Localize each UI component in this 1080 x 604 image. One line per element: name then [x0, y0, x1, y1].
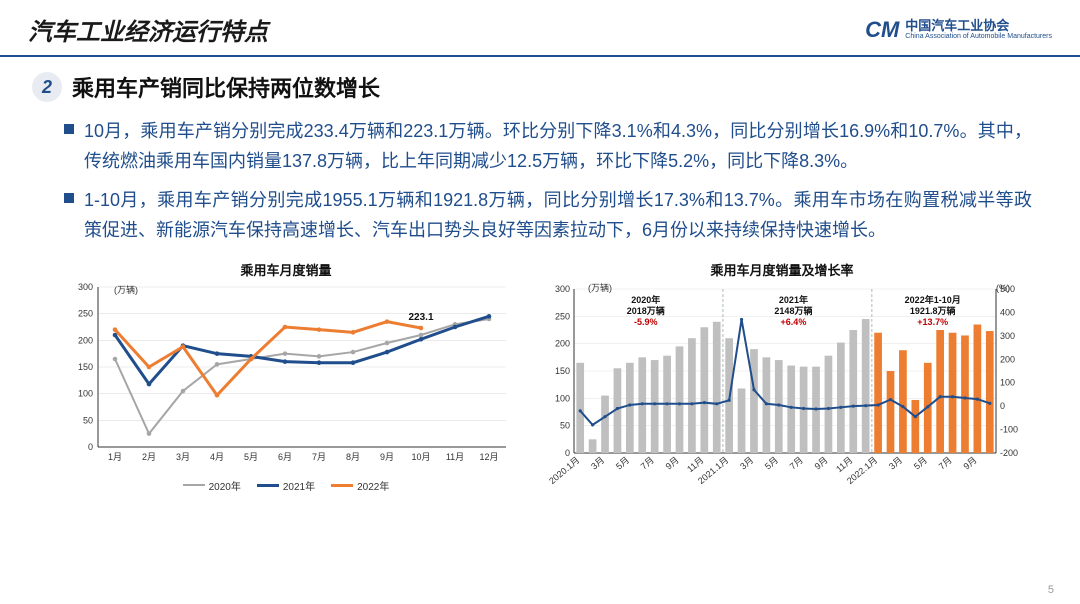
- svg-text:8月: 8月: [346, 452, 360, 462]
- svg-text:7月: 7月: [639, 455, 656, 472]
- svg-text:2018万辆: 2018万辆: [627, 305, 665, 316]
- svg-text:9月: 9月: [962, 455, 979, 472]
- svg-text:250: 250: [78, 308, 93, 318]
- logo: CM 中国汽车工业协会 China Association of Automob…: [865, 17, 1052, 43]
- chart-right-svg: 0 50 100 150 200 250 300 -200 -100 0 100 200 300 400 5…: [532, 281, 1032, 485]
- svg-text:7月: 7月: [312, 452, 326, 462]
- bullet-text: 1-10月，乘用车产销分别完成1955.1万辆和1921.8万辆，同比分别增长1…: [84, 186, 1032, 245]
- svg-text:-5.9%: -5.9%: [634, 317, 658, 327]
- svg-text:12月: 12月: [479, 452, 498, 462]
- svg-text:0: 0: [88, 442, 93, 452]
- chart-left-legend: 2020年 2021年 2022年: [56, 478, 516, 493]
- chart-left-svg: 0 50 100 150 200 250 300 (万辆) 1月 2月 3月 4月 5月 6月 7月 8月 9月…: [56, 281, 516, 471]
- svg-text:2020年: 2020年: [631, 294, 660, 305]
- section-number-badge: 2: [32, 72, 62, 102]
- svg-text:50: 50: [83, 415, 93, 425]
- svg-text:400: 400: [1000, 307, 1015, 317]
- svg-text:300: 300: [1000, 331, 1015, 341]
- svg-text:100: 100: [78, 388, 93, 398]
- page-number: 5: [1048, 584, 1054, 596]
- legend-item: 2020年: [183, 478, 241, 493]
- logo-mark: CM: [865, 17, 899, 43]
- svg-text:1月: 1月: [108, 452, 122, 462]
- svg-text:3月: 3月: [887, 455, 904, 472]
- svg-text:50: 50: [560, 420, 570, 430]
- legend-item: 2021年: [257, 478, 315, 493]
- svg-text:2月: 2月: [142, 452, 156, 462]
- svg-text:200: 200: [1000, 354, 1015, 364]
- svg-text:4月: 4月: [210, 452, 224, 462]
- bullet-item: 10月，乘用车产销分别完成233.4万辆和223.1万辆。环比分别下降3.1%和…: [64, 117, 1032, 176]
- logo-cn: 中国汽车工业协会: [905, 19, 1052, 33]
- svg-text:0: 0: [1000, 401, 1005, 411]
- svg-text:+6.4%: +6.4%: [781, 317, 807, 327]
- svg-text:11月: 11月: [834, 455, 854, 474]
- svg-text:+13.7%: +13.7%: [917, 317, 948, 327]
- svg-text:9月: 9月: [813, 455, 830, 472]
- bullet-square-icon: [64, 124, 74, 134]
- svg-text:2020.1月: 2020.1月: [547, 455, 581, 485]
- bullet-text: 10月，乘用车产销分别完成233.4万辆和223.1万辆。环比分别下降3.1%和…: [84, 117, 1032, 176]
- svg-text:-100: -100: [1000, 424, 1018, 434]
- content-area: 10月，乘用车产销分别完成233.4万辆和223.1万辆。环比分别下降3.1%和…: [0, 111, 1080, 246]
- svg-text:7月: 7月: [937, 455, 954, 472]
- chart-left: 乘用车月度销量 0 50 100 150 200 250 300 (万辆) 1月 2月 3月 4月 5月…: [56, 260, 516, 493]
- bullet-square-icon: [64, 193, 74, 203]
- svg-text:250: 250: [555, 311, 570, 321]
- svg-text:3月: 3月: [738, 455, 755, 472]
- svg-text:5月: 5月: [912, 455, 929, 472]
- chart-left-title: 乘用车月度销量: [56, 260, 516, 279]
- svg-text:150: 150: [78, 362, 93, 372]
- svg-text:100: 100: [1000, 377, 1015, 387]
- svg-text:10月: 10月: [411, 452, 430, 462]
- svg-text:(%): (%): [996, 283, 1010, 293]
- svg-text:9月: 9月: [380, 452, 394, 462]
- svg-text:7月: 7月: [788, 455, 805, 472]
- legend-item: 2022年: [331, 478, 389, 493]
- svg-text:2021年: 2021年: [779, 294, 808, 305]
- svg-text:5月: 5月: [244, 452, 258, 462]
- chart-right: 乘用车月度销量及增长率 0 50 100 150 200 250 300 -200 -100 0 1…: [532, 260, 1032, 493]
- chart-right-title: 乘用车月度销量及增长率: [532, 260, 1032, 279]
- svg-text:-200: -200: [1000, 448, 1018, 458]
- svg-text:5月: 5月: [614, 455, 631, 472]
- svg-text:5月: 5月: [763, 455, 780, 472]
- svg-text:9月: 9月: [664, 455, 681, 472]
- svg-text:(万辆): (万辆): [114, 284, 138, 295]
- logo-en: China Association of Automobile Manufact…: [905, 33, 1052, 41]
- svg-text:(万辆): (万辆): [588, 282, 612, 293]
- page-main-title: 汽车工业经济运行特点: [28, 12, 268, 47]
- svg-text:6月: 6月: [278, 452, 292, 462]
- svg-text:200: 200: [555, 338, 570, 348]
- bullet-item: 1-10月，乘用车产销分别完成1955.1万辆和1921.8万辆，同比分别增长1…: [64, 186, 1032, 245]
- svg-text:0: 0: [565, 448, 570, 458]
- svg-text:300: 300: [78, 282, 93, 292]
- svg-text:150: 150: [555, 366, 570, 376]
- svg-text:11月: 11月: [685, 455, 705, 474]
- svg-text:2148万辆: 2148万辆: [774, 305, 812, 316]
- svg-text:223.1: 223.1: [408, 312, 433, 323]
- svg-text:2022年1-10月: 2022年1-10月: [905, 294, 961, 305]
- svg-text:3月: 3月: [589, 455, 606, 472]
- svg-text:3月: 3月: [176, 452, 190, 462]
- svg-text:100: 100: [555, 393, 570, 403]
- svg-text:11月: 11月: [446, 452, 464, 462]
- section-title: 乘用车产销同比保持两位数增长: [72, 71, 380, 103]
- svg-text:200: 200: [78, 335, 93, 345]
- svg-text:300: 300: [555, 284, 570, 294]
- svg-text:1921.8万辆: 1921.8万辆: [910, 305, 956, 316]
